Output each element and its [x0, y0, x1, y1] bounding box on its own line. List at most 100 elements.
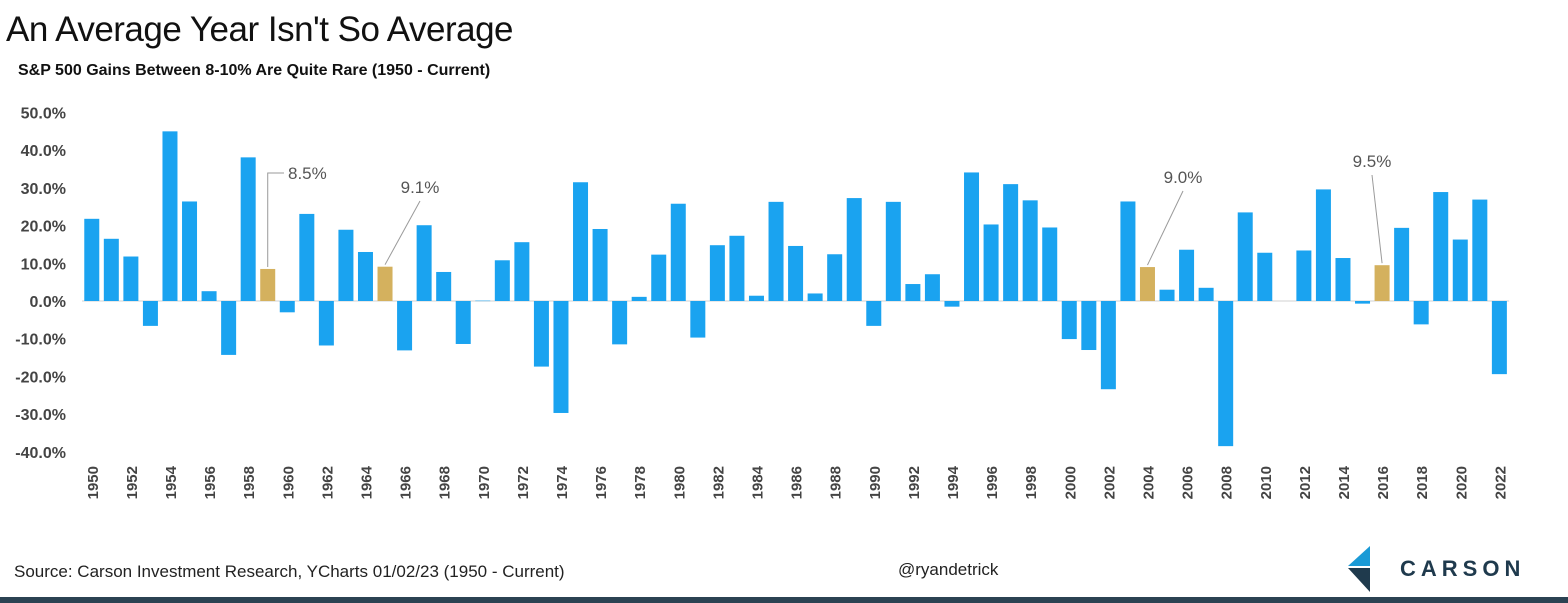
y-tick-label: -10.0% [15, 332, 66, 349]
x-tick-label: 1956 [202, 466, 219, 499]
x-tick-label: 1958 [241, 466, 258, 499]
bar-1989 [846, 198, 862, 301]
bar-1952 [123, 256, 139, 301]
bar-1996 [983, 224, 999, 301]
bar-1985 [768, 201, 784, 301]
bar-1976 [592, 228, 608, 301]
x-tick-label: 2006 [1180, 466, 1197, 499]
annotation-leader-2004 [1147, 190, 1184, 266]
annotation-label-2016: 9.5% [1353, 152, 1392, 171]
bar-1957 [221, 301, 237, 355]
x-tick-label: 2018 [1414, 466, 1431, 499]
bar-1969 [455, 301, 471, 344]
x-tick-label: 1980 [671, 466, 688, 499]
bar-1994 [944, 301, 960, 307]
bar-1975 [573, 182, 589, 301]
bar-1991 [885, 201, 901, 301]
x-tick-label: 2016 [1375, 466, 1392, 499]
highlight-bar-2016 [1374, 265, 1390, 301]
bar-1962 [318, 301, 334, 346]
author-handle: @ryandetrick [898, 560, 999, 579]
bar-2000 [1061, 301, 1077, 340]
bar-1970 [475, 300, 491, 302]
highlight-bar-1965 [377, 266, 393, 301]
bar-2013 [1315, 189, 1331, 301]
bar-1950 [84, 218, 100, 301]
bar-1987 [807, 293, 823, 301]
x-tick-label: 1974 [554, 465, 571, 499]
x-tick-label: 2008 [1219, 466, 1236, 499]
bar-1977 [612, 301, 628, 345]
x-tick-label: 2012 [1297, 466, 1314, 499]
bar-1951 [103, 238, 119, 301]
bar-1986 [788, 245, 804, 301]
bar-1997 [1003, 184, 1019, 301]
bar-2009 [1237, 212, 1253, 301]
x-tick-label: 1954 [163, 465, 180, 499]
x-tick-label: 1984 [749, 465, 766, 499]
bar-1966 [397, 301, 413, 351]
x-tick-label: 2014 [1336, 465, 1353, 499]
bar-2014 [1335, 258, 1351, 301]
x-tick-label: 1978 [632, 466, 649, 499]
x-tick-label: 1952 [124, 466, 141, 499]
bar-1983 [729, 235, 745, 301]
y-tick-label: -30.0% [15, 407, 66, 424]
bar-2015 [1355, 301, 1371, 304]
y-tick-label: -20.0% [15, 369, 66, 386]
highlight-bar-2004 [1139, 267, 1155, 301]
bar-1995 [964, 172, 980, 301]
x-tick-label: 1988 [828, 466, 845, 499]
bar-1978 [631, 296, 647, 301]
x-tick-label: 1972 [515, 466, 532, 499]
y-tick-label: 20.0% [21, 219, 66, 236]
x-tick-label: 1968 [437, 466, 454, 499]
x-tick-label: 1960 [280, 466, 297, 499]
bar-2007 [1198, 287, 1214, 301]
x-tick-label: 1990 [867, 466, 884, 499]
carson-logo-text: CARSON [1400, 556, 1526, 581]
bar-2021 [1472, 199, 1488, 301]
bar-1967 [416, 225, 432, 301]
chart-title: An Average Year Isn't So Average [6, 10, 514, 49]
x-tick-label: 1998 [1023, 466, 1040, 499]
x-tick-label: 1962 [319, 466, 336, 499]
annotation-leader-1959 [267, 172, 284, 267]
bar-1988 [827, 254, 843, 301]
x-tick-label: 1970 [476, 466, 493, 499]
bar-chart: 50.0% 40.0% 30.0% 20.0% 10.0% 0.0% -10.0% -20.0… [15, 106, 1509, 500]
y-tick-label: 0.0% [30, 294, 66, 311]
bar-1964 [357, 251, 373, 301]
bar-1979 [651, 254, 667, 301]
x-tick-label: 1964 [358, 465, 375, 499]
x-tick-label: 2020 [1453, 466, 1470, 499]
y-tick-label: 50.0% [21, 106, 66, 123]
bar-1971 [494, 260, 510, 301]
bar-2005 [1159, 289, 1175, 301]
bar-2012 [1296, 250, 1312, 301]
bar-1984 [748, 295, 764, 301]
annotation-label-1965: 9.1% [401, 178, 440, 197]
x-tick-label: 1986 [789, 466, 806, 499]
bar-2006 [1179, 249, 1195, 301]
x-tick-label: 2022 [1492, 466, 1509, 499]
x-tick-label: 1976 [593, 466, 610, 499]
bar-1973 [533, 301, 549, 367]
x-tick-label: 1966 [398, 466, 415, 499]
bar-1955 [182, 201, 198, 301]
bar-2008 [1218, 301, 1234, 447]
bar-1980 [670, 203, 686, 301]
carson-logo-icon [1348, 546, 1370, 592]
x-tick-label: 2002 [1101, 466, 1118, 499]
y-tick-label: 10.0% [21, 256, 66, 273]
bar-1961 [299, 213, 315, 301]
bar-2001 [1081, 301, 1097, 351]
bar-2019 [1433, 192, 1449, 301]
bar-1990 [866, 301, 882, 326]
annotation-leader-1965 [384, 200, 421, 265]
y-tick-label: 30.0% [21, 181, 66, 198]
annotation-label-1959: 8.5% [288, 164, 327, 183]
x-tick-label: 2000 [1062, 466, 1079, 499]
highlight-bar-1959 [260, 268, 276, 301]
bar-2018 [1413, 301, 1429, 325]
